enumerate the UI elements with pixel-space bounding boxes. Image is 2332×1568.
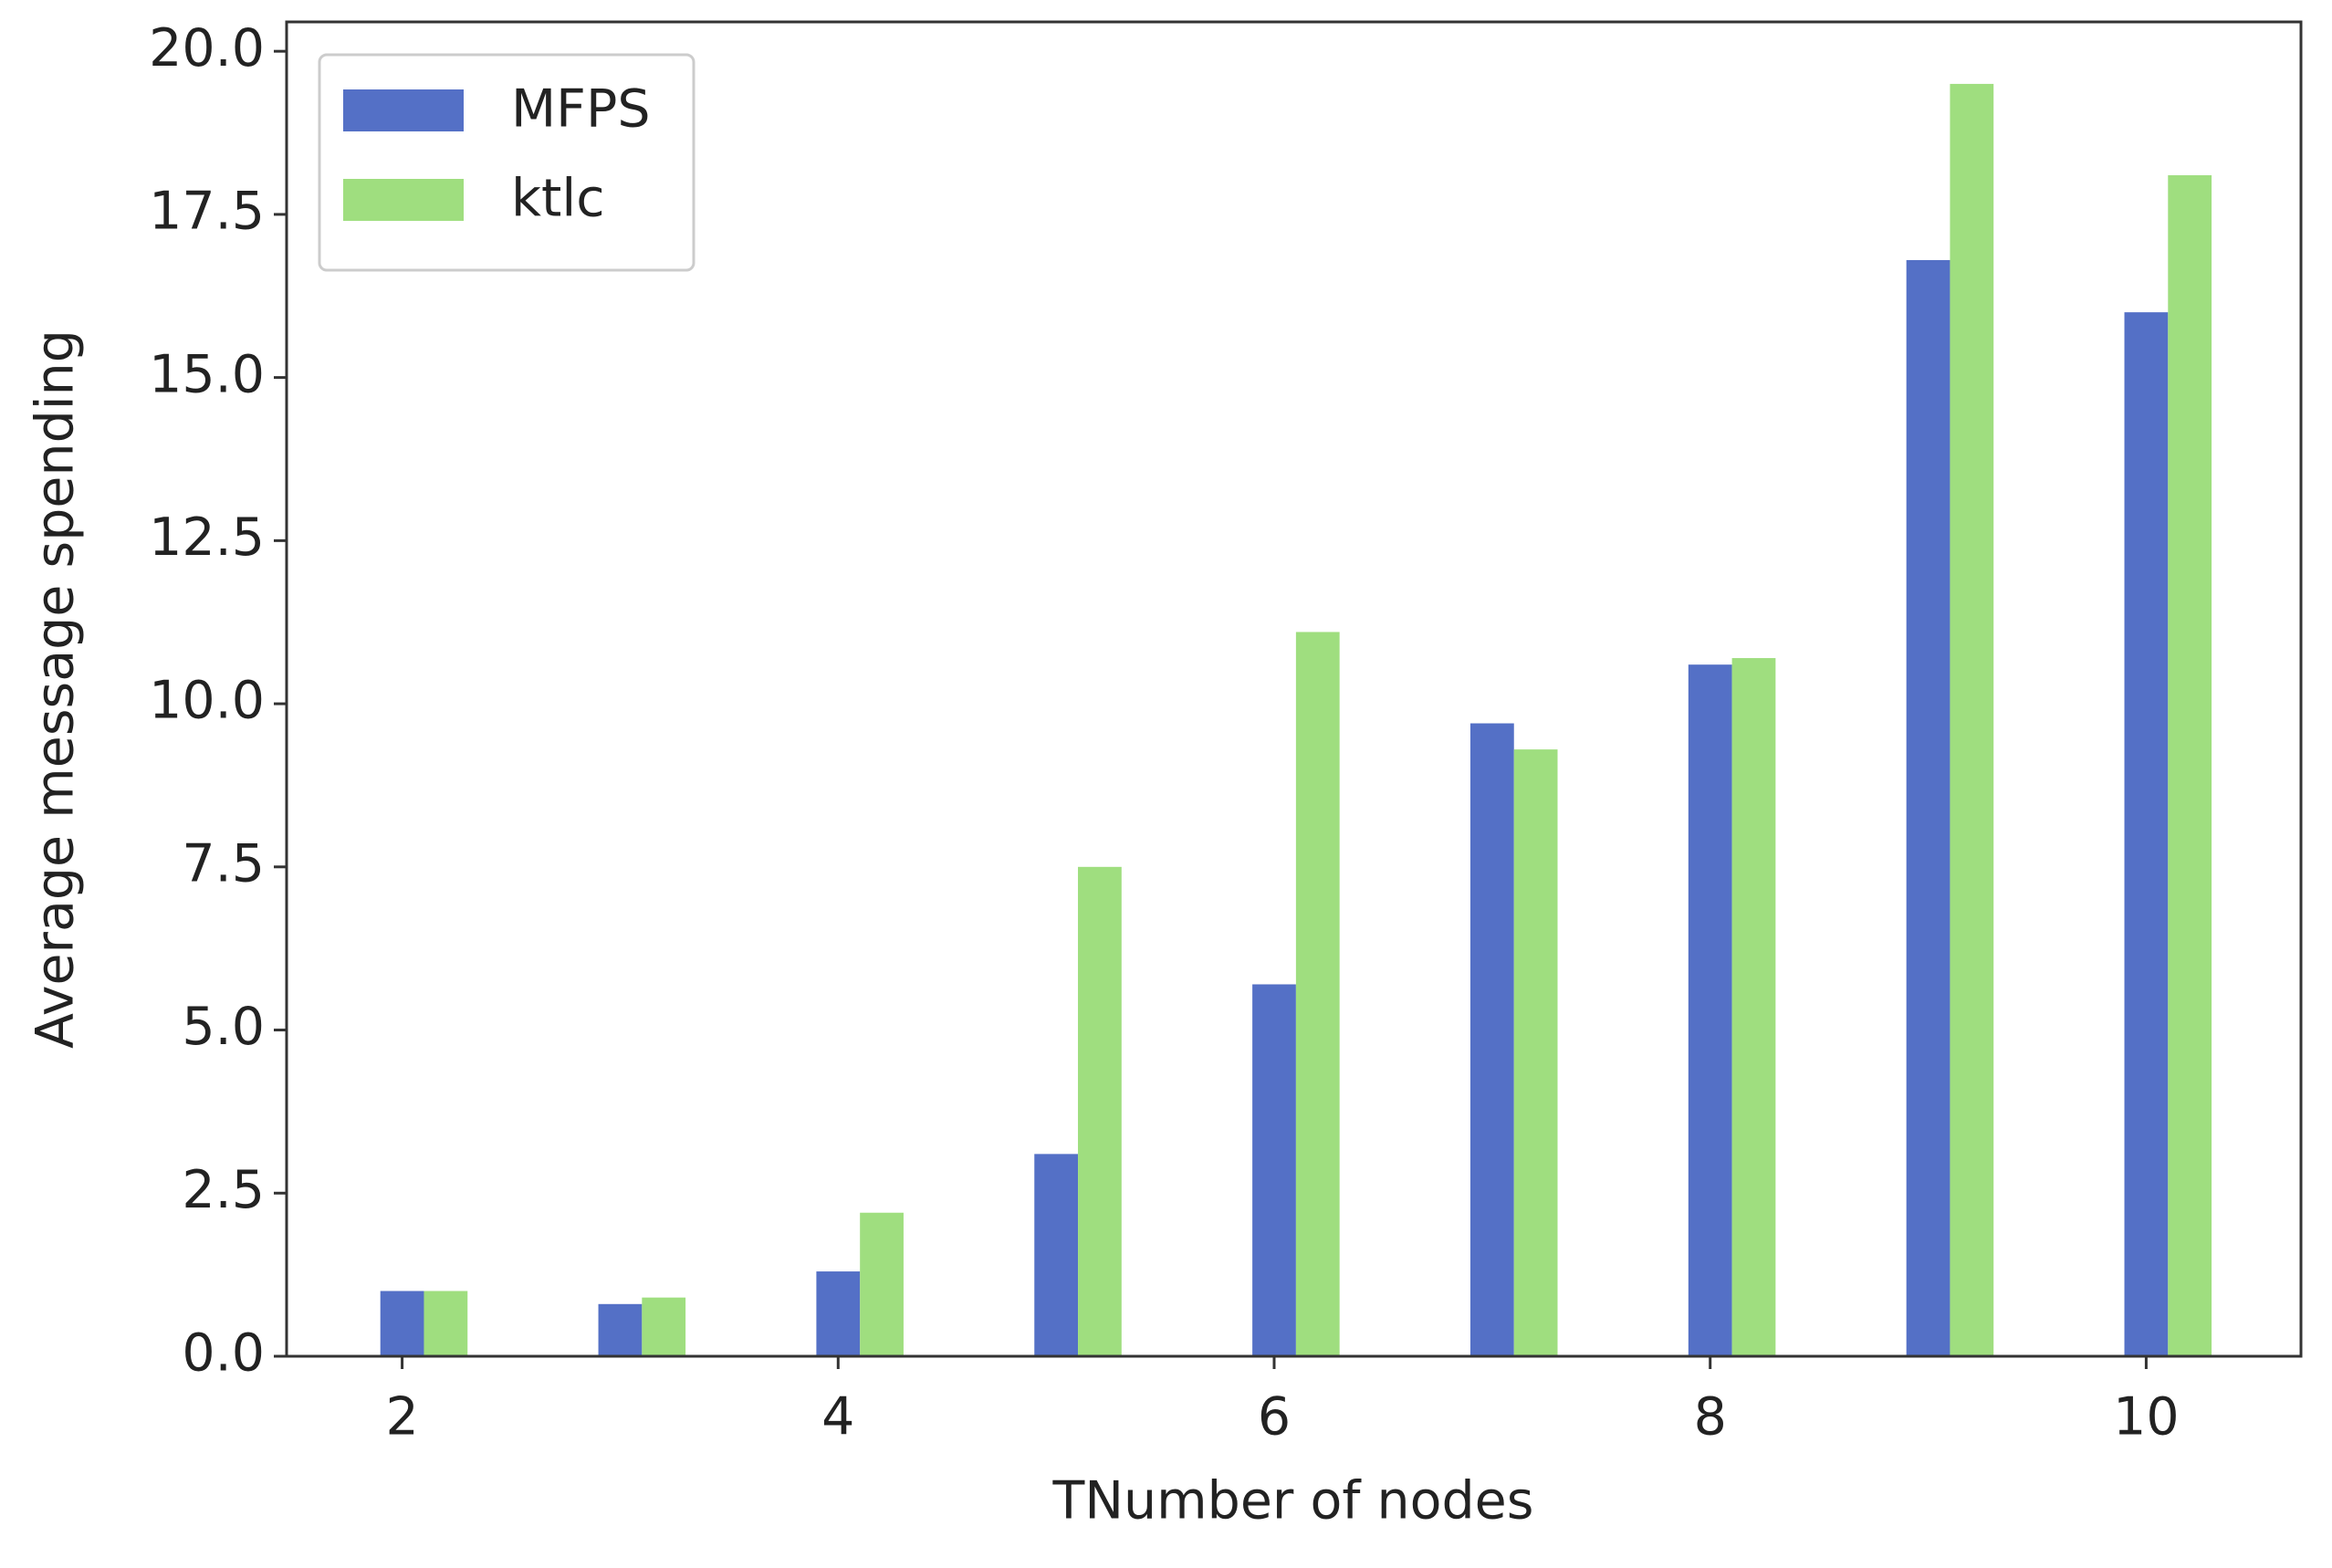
y-tick-label: 12.5 [149,507,265,568]
bar [1688,664,1732,1356]
y-tick-label: 7.5 [182,833,265,894]
bar [424,1291,468,1356]
x-tick-label: 2 [385,1387,418,1448]
legend-label: MFPS [511,79,651,140]
legend-swatch [343,89,464,131]
bar [2168,175,2212,1356]
x-axis-label: TNumber of nodes [1052,1471,1534,1531]
bar [1950,83,1994,1356]
bar [1252,984,1296,1356]
bar [860,1212,904,1356]
bar [598,1303,643,1356]
y-tick-label: 15.0 [149,344,265,404]
bar [2124,312,2169,1356]
bar [1731,658,1776,1356]
bar [1295,632,1340,1356]
y-axis-label: Average message spending [26,329,86,1049]
plot-frame [285,20,2303,1358]
legend-label: ktlc [511,169,605,229]
x-tick-label: 10 [2113,1387,2180,1448]
y-tick-label: 2.5 [182,1160,265,1220]
y-tick-label: 10.0 [149,671,265,731]
bar [642,1297,686,1356]
bar [1469,723,1514,1356]
legend-swatch [343,179,464,221]
bar [380,1291,424,1356]
x-tick-label: 4 [821,1387,854,1448]
y-tick-label: 20.0 [149,18,265,78]
y-tick-label: 17.5 [149,182,265,242]
bar [1078,866,1122,1356]
bar [1034,1154,1079,1356]
bar [1513,749,1558,1356]
bar [1906,259,1950,1357]
y-tick-label: 0.0 [182,1323,265,1384]
x-tick-label: 8 [1694,1387,1727,1448]
bar [816,1271,861,1356]
x-tick-label: 6 [1258,1387,1291,1448]
y-tick-label: 5.0 [182,997,265,1057]
